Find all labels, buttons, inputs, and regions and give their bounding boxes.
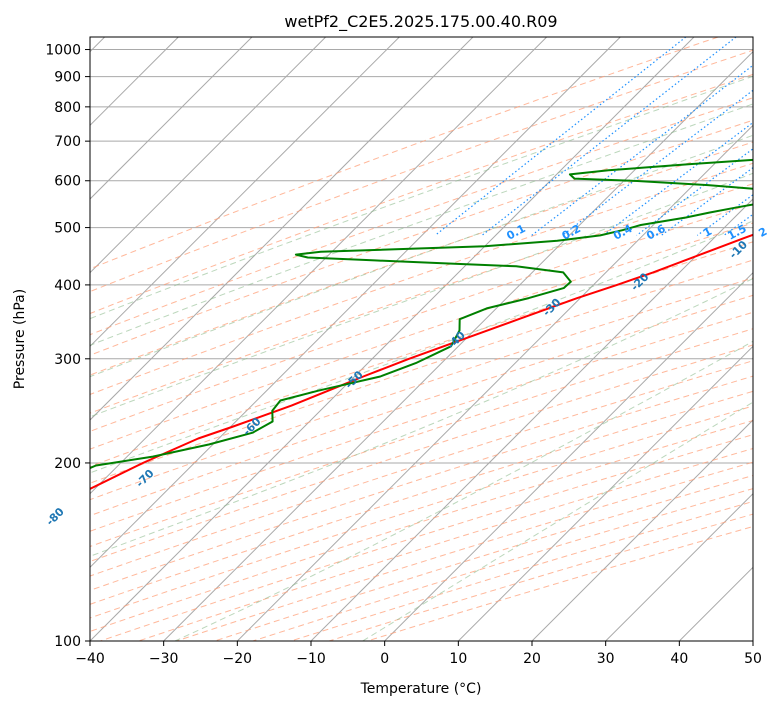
x-tick-label: −30 xyxy=(149,651,179,667)
dry-adiabat-90 xyxy=(90,294,753,517)
moist-adiabat--20 xyxy=(90,75,753,320)
dry-adiabat-230 xyxy=(290,500,753,641)
dry-adiabat-140 xyxy=(90,375,753,591)
y-tick-label: 400 xyxy=(54,278,81,294)
isotherm-20 xyxy=(531,419,753,641)
mixing-ratio-line-1.5 xyxy=(636,148,753,236)
x-tick-label: 40 xyxy=(670,651,688,667)
isotherm--40 xyxy=(90,37,695,641)
x-tick-label: 50 xyxy=(744,651,762,667)
isotherm-40 xyxy=(678,566,753,641)
mixing-ratio-label: 2 xyxy=(756,225,769,240)
x-tick-label: −10 xyxy=(296,651,326,667)
axis-layer: −40 −30 −20 −10 0 10 20 30 40 50 1000 900 800 700 600 5… xyxy=(45,43,762,667)
dry-adiabat-150 xyxy=(90,390,753,605)
x-tick-label: 10 xyxy=(449,651,467,667)
moist-adiabat-30 xyxy=(90,277,753,557)
dry-adiabat-10 xyxy=(90,141,753,376)
dry-adiabat--10 xyxy=(90,97,753,336)
adiabat-layer xyxy=(90,37,753,641)
mixing-ratio-line-0.6 xyxy=(562,89,753,236)
dewpoint-profile-line xyxy=(90,158,753,470)
x-axis-label: Temperature (°C) xyxy=(360,681,482,697)
series-layer xyxy=(90,158,753,491)
mixing-ratio-line-1 xyxy=(602,121,753,236)
y-tick-label: 800 xyxy=(54,100,81,116)
mixing-ratio-line-2 xyxy=(660,166,753,236)
x-tick-label: 20 xyxy=(523,651,541,667)
y-tick-label: 600 xyxy=(54,174,81,190)
y-tick-label: 900 xyxy=(54,70,81,86)
y-tick-label: 1000 xyxy=(45,43,81,59)
dry-adiabat-70 xyxy=(90,259,753,484)
dry-adiabat-100 xyxy=(90,311,753,532)
y-axis-label: Pressure (hPa) xyxy=(12,289,28,389)
dry-adiabat-label: -80 xyxy=(44,505,67,528)
moist-adiabat-0 xyxy=(90,134,753,378)
y-tick-label: 100 xyxy=(54,634,81,650)
dry-adiabat-130 xyxy=(90,360,753,577)
isotherm-30 xyxy=(605,492,753,641)
temperature-profile-line xyxy=(90,233,753,491)
dry-adiabat--40 xyxy=(90,37,719,270)
isotherm--10 xyxy=(310,198,753,641)
isotherm-50 xyxy=(752,640,753,641)
dry-adiabat-80 xyxy=(90,277,753,501)
isotherm--60 xyxy=(90,37,548,495)
mixing-ratio-label: 0.1 xyxy=(504,222,527,243)
y-tick-label: 500 xyxy=(54,221,81,237)
isotherm-10 xyxy=(457,345,753,641)
x-tick-label: 30 xyxy=(597,651,615,667)
dry-adiabat-label: -30 xyxy=(540,295,563,318)
chart-title: wetPf2_C2E5.2025.175.00.40.R09 xyxy=(284,12,557,32)
dry-adiabat-210 xyxy=(214,474,753,641)
dry-adiabat-250 xyxy=(367,526,753,641)
moist-adiabat-20 xyxy=(90,220,753,474)
dry-adiabat-label: -70 xyxy=(133,467,156,490)
y-tick-label: 300 xyxy=(54,352,81,368)
dry-adiabat-50 xyxy=(90,222,753,450)
dry-adiabat-120 xyxy=(90,344,753,563)
moist-adiabat-50 xyxy=(362,401,753,641)
y-tick-label: 700 xyxy=(54,134,81,150)
isotherm--100 xyxy=(90,37,253,200)
dry-adiabat-60 xyxy=(90,241,753,467)
dry-adiabat-label: -50 xyxy=(343,368,366,391)
isotherm--90 xyxy=(90,37,327,274)
mixing-ratio-label: 0.6 xyxy=(644,222,668,243)
mixing-ratio-line-0.2 xyxy=(481,37,737,236)
moist-adiabat--10 xyxy=(90,103,753,346)
isotherm--50 xyxy=(90,37,621,569)
dry-adiabat-240 xyxy=(328,513,753,641)
grid-layer xyxy=(90,37,753,641)
y-tick-label: 200 xyxy=(54,456,81,472)
x-tick-label: 0 xyxy=(380,651,389,667)
x-tick-label: −20 xyxy=(223,651,253,667)
plot-frame xyxy=(89,36,754,642)
mixing-ratio-layer xyxy=(434,37,775,236)
isotherm--80 xyxy=(90,37,400,348)
dry-adiabat-20 xyxy=(90,162,753,395)
dry-adiabat-40 xyxy=(90,203,753,432)
moist-adiabat-10 xyxy=(90,172,753,418)
dry-adiabat-110 xyxy=(90,328,753,548)
dry-adiabat-180 xyxy=(100,434,753,641)
dry-adiabat--30 xyxy=(90,49,753,293)
dry-adiabat-30 xyxy=(90,183,753,414)
isotherm-0 xyxy=(384,271,753,641)
mixing-ratio-line-0.1 xyxy=(434,37,687,236)
x-tick-label: −40 xyxy=(75,651,105,667)
isotherm--20 xyxy=(236,124,753,641)
mixing-ratio-label: 1 xyxy=(701,225,714,240)
mixing-ratio-label: 0.4 xyxy=(611,222,635,243)
dry-adiabat-0 xyxy=(90,119,753,356)
isotherm--70 xyxy=(90,37,474,421)
dry-adiabat--20 xyxy=(90,73,753,315)
mixing-ratio-line-6 xyxy=(763,37,775,235)
mixing-ratio-line-3 xyxy=(696,194,753,236)
